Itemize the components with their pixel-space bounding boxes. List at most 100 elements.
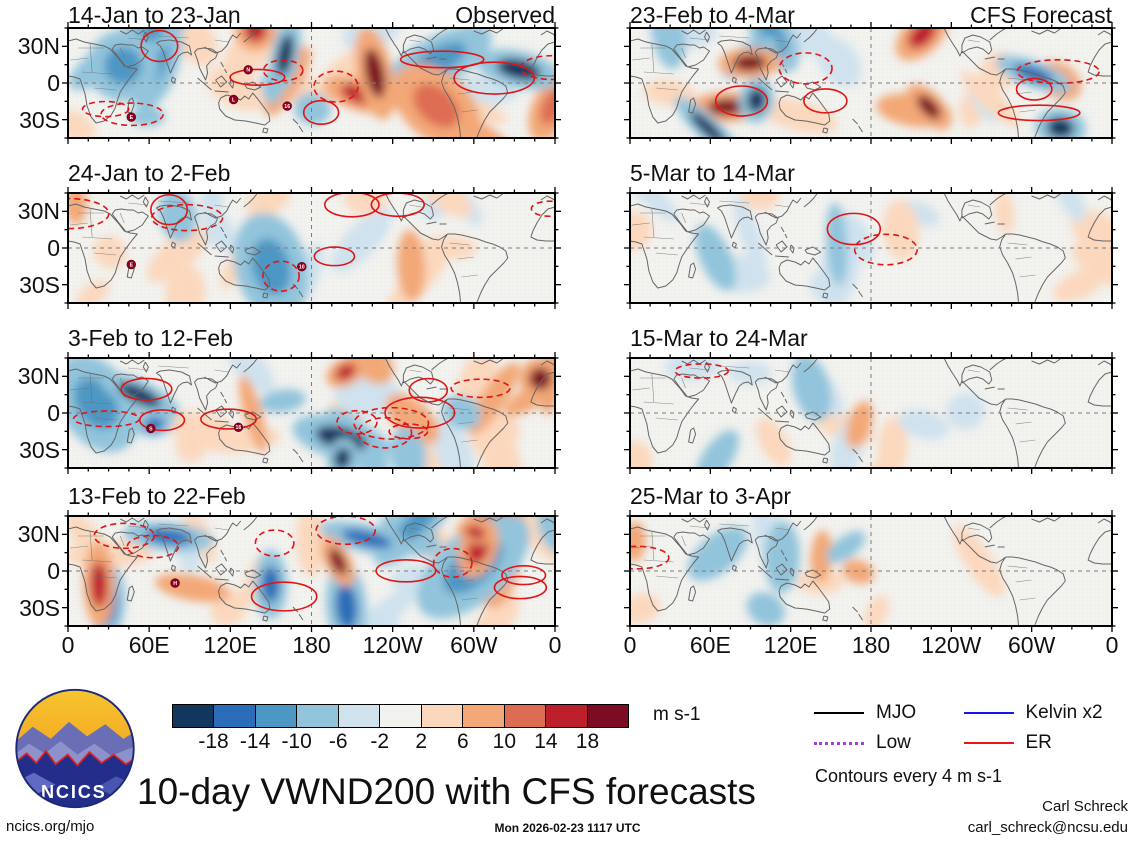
logo-ring <box>15 688 135 809</box>
legend-label: Low <box>876 732 911 753</box>
lon-label: 120E <box>203 632 258 658</box>
cyclone-marker: E <box>126 112 136 122</box>
panel-fc-2: 5-Mar to 14-Mar <box>624 160 1118 309</box>
lat-label: 30S <box>19 271 60 298</box>
panel-title: 24-Jan to 2-Feb <box>68 160 231 186</box>
logo-text: NCICS <box>41 782 107 802</box>
generation-timestamp: Mon 2026-02-23 1117 UTC <box>494 821 641 835</box>
lon-label: 180 <box>851 632 891 658</box>
legend-item-mjo: MJO <box>814 698 938 728</box>
lon-label: 120W <box>921 632 982 658</box>
author-email: carl_schreck@ncsu.edu <box>967 819 1128 836</box>
svg-text:S: S <box>149 426 153 432</box>
colorbar-segment <box>463 705 505 727</box>
panel-title: 14-Jan to 23-Jan <box>68 2 241 28</box>
svg-text:N: N <box>246 68 250 74</box>
legend-label: MJO <box>876 702 917 723</box>
svg-text:L: L <box>232 97 236 103</box>
author-name: Carl Schreck <box>1042 798 1128 815</box>
panel-obs-4: 13-Feb to 22-Feb H <box>62 483 561 632</box>
lat-label: 0 <box>47 558 60 584</box>
map-canvas-fc-1 <box>624 22 1118 144</box>
legend-item-kelvin-x2: Kelvin x2 <box>963 698 1125 728</box>
colorbar-segment <box>546 705 588 727</box>
colorbar-segment <box>380 705 422 727</box>
cyclone-marker: 10 <box>297 261 307 272</box>
cyclone-marker: H <box>170 578 180 588</box>
panel-title: 5-Mar to 14-Mar <box>630 160 795 186</box>
svg-text:E: E <box>130 115 134 121</box>
legend-line-swatch <box>963 742 1014 744</box>
svg-text:10: 10 <box>299 265 305 271</box>
colorbar-tick-label: -2 <box>370 730 390 753</box>
lon-label: 120W <box>362 632 423 658</box>
lat-label: 0 <box>47 400 60 426</box>
cyclone-marker: L <box>228 94 239 105</box>
panel-title: 25-Mar to 3-Apr <box>630 483 792 509</box>
lat-label: 30N <box>17 521 60 548</box>
map-canvas-fc-2 <box>624 187 1118 309</box>
lat-label: 0 <box>47 235 60 261</box>
map-canvas-obs-4: H <box>62 510 561 632</box>
colorbar-unit-label: m s-1 <box>653 704 701 725</box>
lat-label: 30S <box>19 106 60 133</box>
cyclone-marker: S <box>146 423 156 434</box>
panel-fc-4: 25-Mar to 3-Apr <box>624 483 1118 632</box>
lat-label: 30S <box>19 436 60 463</box>
lon-label: 0 <box>623 632 637 658</box>
lat-label: 30S <box>19 594 60 621</box>
svg-text:16: 16 <box>284 104 290 110</box>
colorbar-segment <box>297 705 339 727</box>
colorbar-tick-label: 6 <box>456 730 469 753</box>
panel-title: 15-Mar to 24-Mar <box>630 325 808 351</box>
legend-item-er: ER <box>963 728 1125 758</box>
panel-obs-2: 24-Jan to 2-Feb E 10 <box>62 160 561 309</box>
colorbar-segment <box>587 705 628 727</box>
lat-label: 30N <box>17 33 60 60</box>
map-canvas-fc-3 <box>624 352 1118 474</box>
colorbar-tick-label: 14 <box>534 730 558 753</box>
map-canvas-obs-2: E 10 <box>62 187 561 309</box>
colorbar-tick-label: 18 <box>575 730 600 753</box>
map-canvas-obs-1: N L 16 E <box>62 22 561 144</box>
colorbar-segment <box>173 705 215 727</box>
legend-label: ER <box>1025 732 1052 753</box>
colorbar-segment <box>421 705 464 727</box>
colorbar-tick-label: -10 <box>281 730 312 753</box>
colorbar-tick-label: -18 <box>198 730 229 753</box>
panel-title: 3-Feb to 12-Feb <box>68 325 233 351</box>
legend-item-low: Low <box>814 728 938 758</box>
colorbar-segments <box>172 704 629 728</box>
contour-note: Contours every 4 m s-1 <box>815 766 1003 786</box>
svg-text:H: H <box>173 581 177 587</box>
ncics-logo: NCICS <box>15 688 135 809</box>
lat-label: 30N <box>17 363 60 390</box>
lat-label: 0 <box>47 70 60 96</box>
legend-line-swatch <box>963 712 1014 714</box>
legend-line-swatch <box>814 712 864 714</box>
lon-label: 0 <box>61 632 75 658</box>
lon-label: 60E <box>128 632 170 658</box>
colorbar-segment <box>214 705 256 727</box>
map-canvas-fc-4 <box>624 510 1118 632</box>
panel-fc-3: 15-Mar to 24-Mar <box>624 325 1118 474</box>
lat-label: 30N <box>17 198 60 225</box>
panel-fc-1: 23-Feb to 4-Mar CFS Forecast <box>624 2 1118 144</box>
website-text: ncics.org/mjo <box>6 818 95 835</box>
logo-ridge-line <box>15 749 135 767</box>
cyclone-marker: N <box>243 65 253 75</box>
lon-label: 180 <box>292 632 331 658</box>
wave-legend: MJO Low Kelvin x2 ER <box>814 698 1124 758</box>
colorbar-tick-label: 10 <box>492 730 517 753</box>
cyclone-marker: E <box>126 259 136 270</box>
map-canvas-obs-3: S 16 <box>62 352 561 474</box>
panel-title: 13-Feb to 22-Feb <box>68 483 246 509</box>
lon-label: 60W <box>1008 632 1056 658</box>
cyclone-marker: 16 <box>282 101 292 111</box>
panel-corner-label: Observed <box>455 2 555 28</box>
cyclone-marker: 16 <box>233 422 244 433</box>
svg-text:E: E <box>130 262 134 268</box>
colorbar-segment <box>504 705 547 727</box>
colorbar-segment <box>338 705 381 727</box>
